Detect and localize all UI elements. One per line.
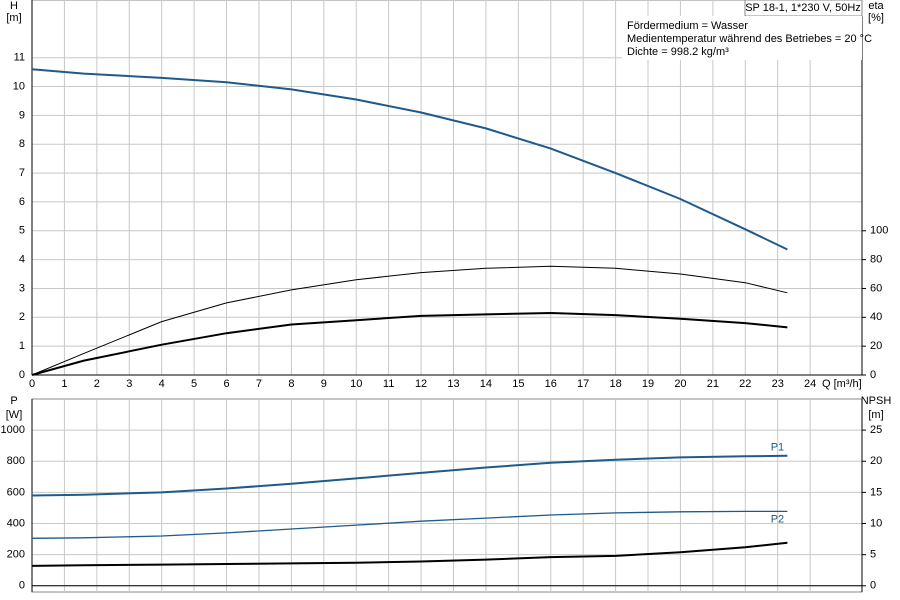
x-tick-label: 13 xyxy=(447,378,459,390)
plot-area xyxy=(31,0,863,376)
y2-tick-label: 40 xyxy=(870,311,882,323)
x-tick-label: 19 xyxy=(642,378,654,390)
y-tick-label: 11 xyxy=(14,52,25,64)
y2-axis-label: NPSH xyxy=(861,395,892,407)
y-tick-label: 600 xyxy=(7,486,25,498)
x-tick-label: 20 xyxy=(674,378,686,390)
y-tick-label: 800 xyxy=(7,455,25,467)
y-axis-unit: [W] xyxy=(6,409,23,421)
x-tick-label: 4 xyxy=(159,378,165,390)
x-tick-label: 14 xyxy=(480,378,492,390)
x-tick-label: 6 xyxy=(223,378,229,390)
curve-label: P2 xyxy=(771,513,784,525)
y-tick-label: 400 xyxy=(7,517,25,529)
y-tick-label: 10 xyxy=(13,80,25,92)
curve xyxy=(31,311,788,376)
x-tick-label: 8 xyxy=(288,378,294,390)
y2-axis-unit: [%] xyxy=(868,12,884,24)
y2-tick-label: 100 xyxy=(870,225,888,237)
x-tick-label: 18 xyxy=(609,378,621,390)
y-tick-label: 0 xyxy=(19,580,25,592)
plot-area xyxy=(31,398,863,593)
info-text: Dichte = 998.2 kg/m³ xyxy=(627,46,729,58)
y-tick-label: 5 xyxy=(19,225,25,237)
curve xyxy=(31,510,788,539)
y-tick-label: 200 xyxy=(7,549,25,561)
y2-tick-label: 80 xyxy=(870,254,882,266)
x-tick-label: 16 xyxy=(545,378,557,390)
y-tick-label: 0 xyxy=(19,369,25,381)
x-tick-label: 10 xyxy=(350,378,362,390)
x-tick-label: 12 xyxy=(415,378,427,390)
y-tick-label: 7 xyxy=(19,167,25,179)
x-tick-label: 2 xyxy=(94,378,100,390)
y-axis-label: P xyxy=(10,395,17,407)
curve xyxy=(31,454,788,497)
x-tick-label: 17 xyxy=(577,378,589,390)
y-tick-label: 9 xyxy=(19,109,25,121)
y-tick-label: 1000 xyxy=(1,424,25,436)
x-tick-label: 7 xyxy=(256,378,262,390)
x-tick-label: 22 xyxy=(739,378,751,390)
x-tick-label: 3 xyxy=(126,378,132,390)
y-tick-label: 3 xyxy=(19,282,25,294)
y2-tick-label: 20 xyxy=(870,455,882,467)
y-axis-label: H xyxy=(10,0,18,12)
y2-tick-label: 0 xyxy=(870,580,876,592)
y2-tick-label: 10 xyxy=(870,517,882,529)
x-tick-label: 5 xyxy=(191,378,197,390)
y2-tick-label: 60 xyxy=(870,282,882,294)
x-tick-label: 11 xyxy=(383,378,394,390)
curve-label: P1 xyxy=(771,442,784,454)
curve xyxy=(31,68,788,251)
x-tick-label: 0 xyxy=(29,378,35,390)
y2-tick-label: 25 xyxy=(870,424,882,436)
info-text: Fördermedium = Wasser xyxy=(627,20,748,32)
info-box xyxy=(622,16,862,60)
y2-tick-label: 20 xyxy=(870,340,882,352)
x-tick-label: 24 xyxy=(804,378,816,390)
y-axis-unit: [m] xyxy=(6,12,21,24)
x-tick-label: 23 xyxy=(772,378,784,390)
x-tick-label: 9 xyxy=(321,378,327,390)
info-text: Medientemperatur während des Betriebes =… xyxy=(627,33,872,45)
x-tick-label: 1 xyxy=(61,378,67,390)
curve xyxy=(31,541,788,567)
curve xyxy=(31,265,788,376)
model-label: SP 18-1, 1*230 V, 50Hz xyxy=(745,2,861,14)
y-tick-label: 1 xyxy=(19,340,25,352)
y2-tick-label: 15 xyxy=(870,486,882,498)
y2-tick-label: 0 xyxy=(870,369,876,381)
y2-axis-unit: [m] xyxy=(868,409,883,421)
y-tick-label: 2 xyxy=(19,311,25,323)
x-axis-label: Q [m³/h] xyxy=(822,378,862,390)
y2-tick-label: 5 xyxy=(870,549,876,561)
y-tick-label: 8 xyxy=(19,138,25,150)
y2-axis-label: eta xyxy=(868,0,884,12)
x-tick-label: 21 xyxy=(707,378,719,390)
x-tick-label: 15 xyxy=(512,378,524,390)
y-tick-label: 6 xyxy=(19,196,25,208)
y-tick-label: 4 xyxy=(19,254,25,266)
